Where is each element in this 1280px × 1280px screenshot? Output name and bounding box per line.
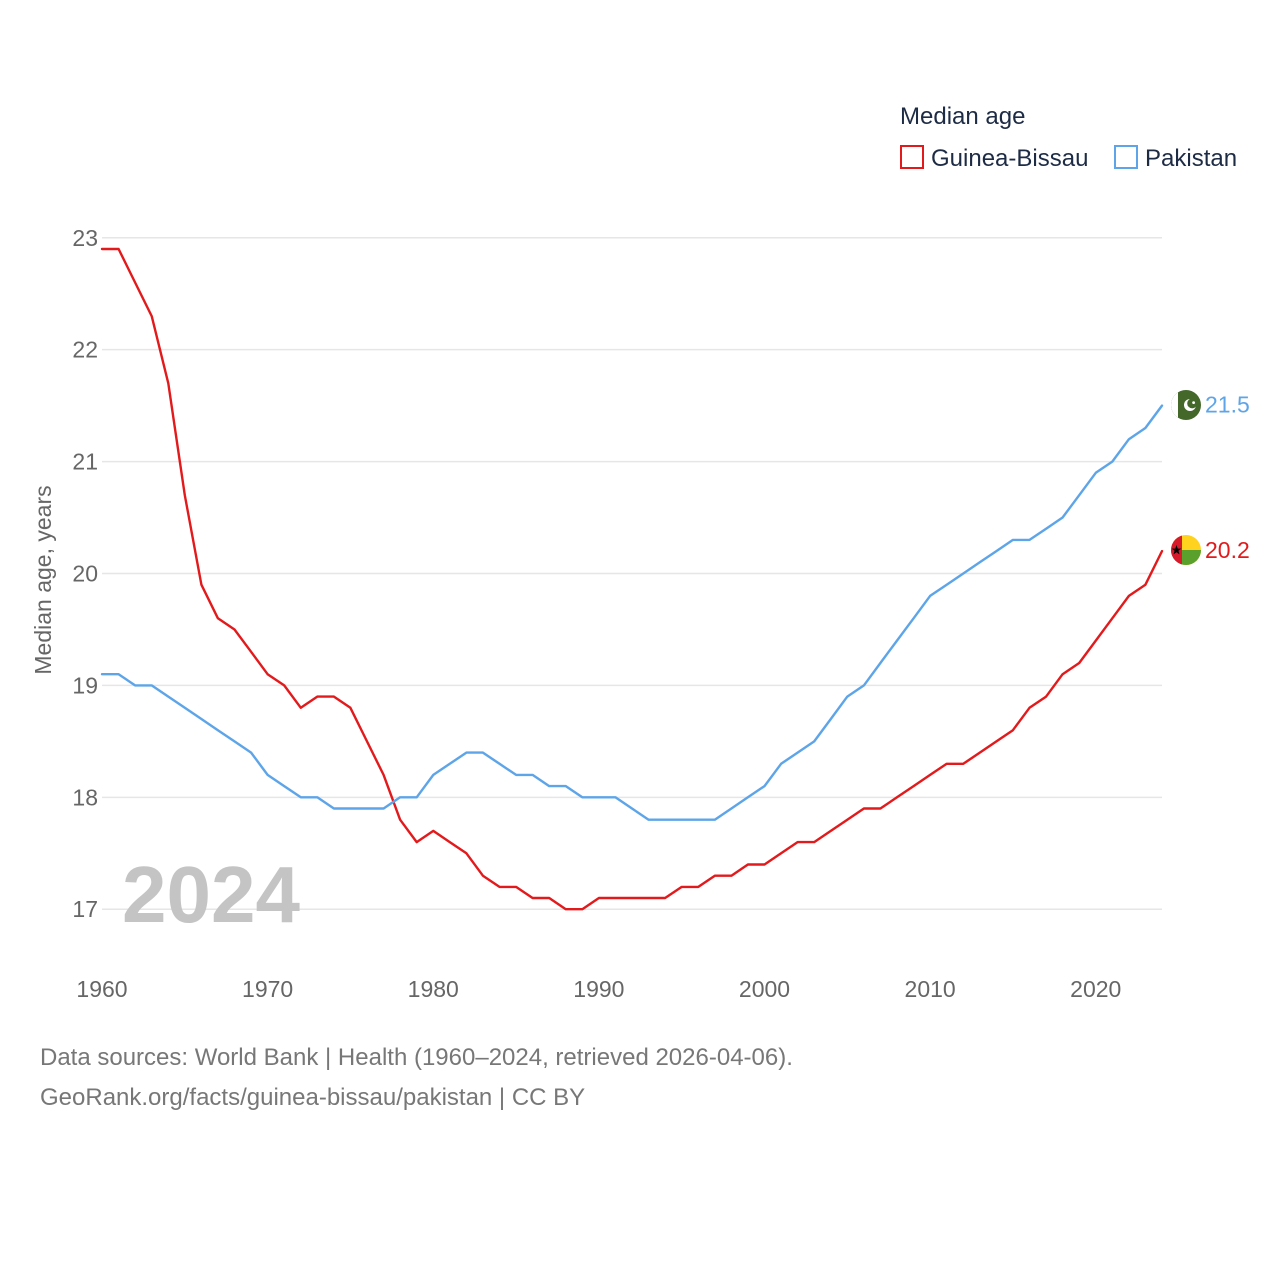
x-tick-label: 2010 <box>905 976 956 1002</box>
legend-swatch-pakistan <box>1114 145 1138 169</box>
x-axis-ticks: 1960 1970 1980 1990 2000 2010 2020 <box>76 976 1121 1002</box>
y-axis-ticks: 17 18 19 20 21 22 23 <box>72 225 98 922</box>
pakistan-flag-icon <box>1171 390 1201 420</box>
x-tick-label: 2020 <box>1070 976 1121 1002</box>
y-tick-label: 21 <box>72 449 98 475</box>
legend-swatch-guinea-bissau <box>900 145 924 169</box>
y-tick-label: 23 <box>72 225 98 251</box>
x-tick-label: 1990 <box>573 976 624 1002</box>
y-axis-title: Median age, years <box>30 485 56 674</box>
y-tick-label: 20 <box>72 561 98 587</box>
end-value-label-pakistan: 21.5 <box>1205 392 1250 418</box>
year-watermark: 2024 <box>122 850 300 939</box>
credit-link[interactable]: GeoRank.org/facts/guinea-bissau/pakistan… <box>40 1084 586 1111</box>
legend-label-pakistan[interactable]: Pakistan <box>1145 145 1237 172</box>
series-line-guinea-bissau[interactable] <box>100 247 1164 911</box>
x-tick-label: 2000 <box>739 976 790 1002</box>
y-tick-label: 19 <box>72 672 98 698</box>
x-tick-label: 1980 <box>408 976 459 1002</box>
series-lines <box>100 247 1164 911</box>
y-tick-label: 22 <box>72 337 98 363</box>
grid <box>102 237 1162 910</box>
legend-title: Median age <box>900 103 1025 130</box>
series-line-pakistan[interactable] <box>100 404 1164 821</box>
end-value-label-guinea-bissau: 20.2 <box>1205 537 1250 563</box>
y-tick-label: 17 <box>72 896 98 922</box>
data-sources-note: Data sources: World Bank | Health (1960–… <box>40 1044 793 1071</box>
y-tick-label: 18 <box>72 784 98 810</box>
guinea-bissau-flag-icon <box>1171 535 1201 565</box>
x-tick-label: 1960 <box>76 976 127 1002</box>
legend-label-guinea-bissau[interactable]: Guinea-Bissau <box>931 145 1088 172</box>
series-endpoints: 20.2 21.5 <box>1205 392 1250 563</box>
legend: Median age Guinea-Bissau Pakistan <box>900 103 1237 172</box>
x-tick-label: 1970 <box>242 976 293 1002</box>
